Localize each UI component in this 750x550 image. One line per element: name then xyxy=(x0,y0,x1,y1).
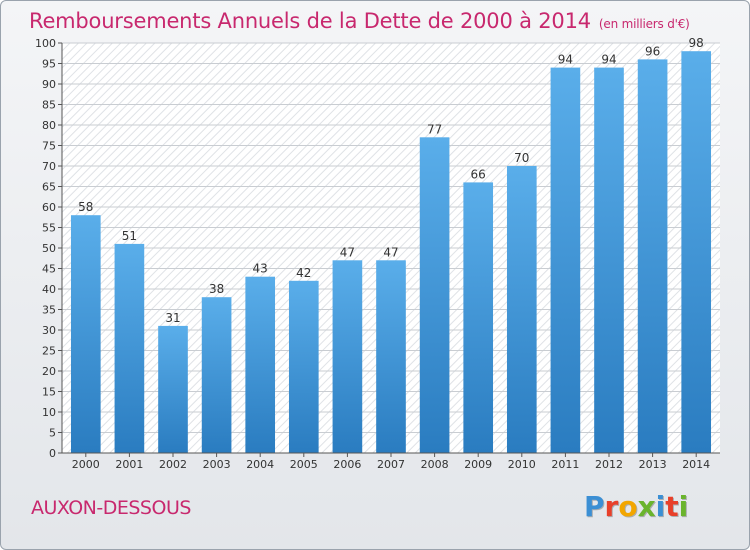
bar xyxy=(376,260,406,453)
y-tick-label: 40 xyxy=(42,283,56,296)
y-tick-label: 100 xyxy=(35,37,56,50)
x-tick-label: 2007 xyxy=(377,458,405,471)
chart-title: Remboursements Annuels de la Dette de 20… xyxy=(29,9,690,33)
logo-letter: i xyxy=(655,490,666,523)
logo-letter: o xyxy=(618,490,638,523)
bar-value-label: 38 xyxy=(209,282,224,296)
bar xyxy=(114,243,145,453)
bar-value-label: 98 xyxy=(689,36,704,50)
x-tick-label: 2004 xyxy=(246,458,274,471)
logo-letter: P xyxy=(584,490,605,523)
y-tick-label: 35 xyxy=(42,304,56,317)
x-tick-label: 2010 xyxy=(508,458,536,471)
y-tick-label: 45 xyxy=(42,263,56,276)
bar-value-label: 31 xyxy=(165,311,180,325)
bar xyxy=(245,276,276,453)
x-tick-label: 2011 xyxy=(551,458,579,471)
y-tick-label: 0 xyxy=(49,447,56,460)
y-tick-label: 50 xyxy=(42,242,56,255)
y-tick-label: 55 xyxy=(42,222,56,235)
x-tick-label: 2006 xyxy=(333,458,361,471)
y-tick-label: 70 xyxy=(42,160,56,173)
bar xyxy=(158,325,188,453)
y-tick-label: 30 xyxy=(42,324,56,337)
proxiti-logo: Proxiti xyxy=(584,490,688,523)
bar xyxy=(637,59,668,454)
bar-value-label: 94 xyxy=(601,53,616,67)
bar-value-label: 47 xyxy=(383,245,398,259)
bar-value-label: 51 xyxy=(122,229,137,243)
x-tick-label: 2012 xyxy=(595,458,623,471)
x-tick-label: 2013 xyxy=(639,458,667,471)
y-tick-label: 10 xyxy=(42,406,56,419)
chart-title-text: Remboursements Annuels de la Dette de 20… xyxy=(29,9,591,33)
chart-unit: (en milliers d'€) xyxy=(598,17,690,31)
logo-letter: x xyxy=(637,490,656,523)
bar-value-label: 70 xyxy=(514,151,529,165)
x-tick-label: 2003 xyxy=(203,458,231,471)
bar xyxy=(463,182,494,453)
bar xyxy=(681,51,712,453)
y-tick-label: 90 xyxy=(42,78,56,91)
x-tick-label: 2001 xyxy=(115,458,143,471)
x-tick-label: 2002 xyxy=(159,458,187,471)
bar-value-label: 47 xyxy=(340,245,355,259)
bar xyxy=(201,297,232,453)
bar-value-label: 66 xyxy=(471,167,486,181)
bar xyxy=(594,67,624,453)
x-tick-label: 2000 xyxy=(72,458,100,471)
bar-value-label: 77 xyxy=(427,122,442,136)
bar xyxy=(419,137,450,454)
bar xyxy=(506,166,537,453)
x-tick-label: 2008 xyxy=(421,458,449,471)
logo-letter: i xyxy=(678,490,689,523)
y-tick-label: 25 xyxy=(42,345,56,358)
y-tick-label: 80 xyxy=(42,119,56,132)
bar xyxy=(332,260,363,453)
bar-value-label: 43 xyxy=(253,262,268,276)
x-tick-label: 2014 xyxy=(682,458,710,471)
x-tick-label: 2009 xyxy=(464,458,492,471)
logo-letter: r xyxy=(604,490,619,523)
y-tick-label: 60 xyxy=(42,201,56,214)
bar-value-label: 42 xyxy=(296,266,311,280)
x-tick-label: 2005 xyxy=(290,458,318,471)
y-tick-label: 15 xyxy=(42,386,56,399)
y-tick-label: 95 xyxy=(42,58,56,71)
logo-letter: t xyxy=(665,490,679,523)
y-tick-label: 65 xyxy=(42,181,56,194)
bar-value-label: 96 xyxy=(645,44,660,58)
location-name: AUXON-DESSOUS xyxy=(31,497,191,519)
bar-value-label: 94 xyxy=(558,53,573,67)
bar-value-label: 58 xyxy=(78,200,93,214)
bar xyxy=(550,67,581,453)
y-tick-label: 5 xyxy=(49,427,56,440)
bar xyxy=(70,215,101,453)
bar xyxy=(288,280,319,453)
y-tick-label: 75 xyxy=(42,140,56,153)
y-tick-label: 20 xyxy=(42,365,56,378)
y-tick-label: 85 xyxy=(42,99,56,112)
